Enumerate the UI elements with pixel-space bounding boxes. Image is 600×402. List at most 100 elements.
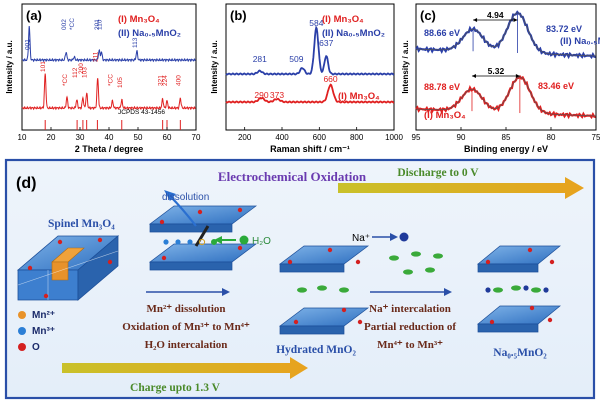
raman-series-label: (I) Mn₃O₄	[338, 91, 380, 102]
xps-peak-label: 83.72 eV	[546, 24, 582, 34]
xrd-peak-label: 112	[72, 67, 79, 78]
scheme-ions	[27, 207, 555, 325]
water-molecule	[317, 285, 327, 291]
xrd-plot-frame	[21, 3, 197, 131]
ion-legend-label: Mn²⁺	[32, 310, 55, 321]
xps-annotations: 88.66 eV 83.72 eV 4.94 88.78 eV 83.46 eV 5.32	[424, 10, 582, 92]
raman-x-axis-label: Raman shift / cm⁻¹	[270, 144, 350, 154]
step1-line2: Oxidation of Mn³⁺ to Mn⁴⁺	[122, 321, 250, 333]
xps-series-label: (II) Na₀.₅MnO₂	[560, 36, 600, 47]
oxygen-atom	[341, 307, 347, 313]
oxygen-atom	[27, 265, 33, 271]
raman-x-tick-label: 400	[275, 133, 289, 142]
xps-split-arrow-head	[471, 74, 476, 78]
water-molecule	[511, 285, 521, 291]
scheme-panel-label: (d)	[16, 175, 36, 192]
water-molecule	[389, 255, 399, 261]
sodium-ion	[523, 285, 529, 291]
xps-splitting-label: 5.32	[488, 66, 505, 76]
dissolution-label: dissolution	[162, 192, 209, 203]
raman-peak-label: 584	[309, 18, 323, 28]
xps-fit-line	[415, 12, 596, 57]
xrd-legend-entry: (II) Na₀.₅MnO₂	[118, 28, 181, 39]
xps-peak-label: 83.46 eV	[538, 81, 574, 91]
xps-x-tick-label: 85	[502, 133, 511, 142]
raman-legend-entry: (I) Mn₃O₄	[322, 14, 364, 25]
water-molecule	[297, 287, 307, 293]
xrd-peak-label: 002	[61, 19, 68, 30]
dissolving-crystal	[148, 205, 258, 271]
step1-line3: H₂O intercalation	[145, 339, 228, 351]
water-molecule	[425, 267, 435, 273]
raman-panel: (b) (I) Mn₃O₄ (II) Na₀.₅MnO₂ 281 509 584 637…	[210, 3, 403, 154]
water-molecule	[403, 269, 413, 275]
xps-panel-label: (c)	[420, 8, 436, 23]
spinel-crystal	[16, 235, 120, 301]
xps-curves	[415, 10, 596, 120]
ion-legend-marker	[18, 311, 26, 319]
xrd-peak-label: 105	[117, 77, 124, 88]
xrd-y-axis-label: Intensity / a.u.	[5, 40, 14, 93]
xps-x-axis-label: Binding energy / eV	[464, 144, 548, 154]
xps-x-tick-label: 80	[547, 133, 556, 142]
raman-peak-label: 290	[254, 90, 268, 100]
xps-split-arrow-head	[515, 74, 520, 78]
oxygen-atom	[161, 255, 167, 261]
oxygen-atom	[529, 305, 535, 311]
step2-arrow-head	[444, 288, 452, 296]
xps-splitting-label: 4.94	[487, 10, 504, 20]
product-crystal	[477, 245, 561, 333]
oxygen-atom	[159, 219, 165, 225]
charge-label: Charge upto 1.3 V	[130, 382, 221, 394]
oxygen-atom	[107, 259, 113, 265]
oxygen-atom	[489, 319, 495, 325]
ion-legend-label: Mn³⁺	[32, 326, 55, 337]
oxygen-atom	[327, 247, 333, 253]
xps-series-labels: (II) Na₀.₅MnO₂ (I) Mn₃O₄	[424, 36, 600, 121]
xrd-peak-label: 201	[94, 19, 101, 30]
sodium-ion	[543, 287, 549, 293]
scheme-title: Electrochemical Oxidation	[218, 169, 367, 184]
xrd-x-tick-label: 40	[105, 133, 114, 142]
oxygen-atom	[197, 209, 203, 215]
mn3-ion	[163, 239, 169, 245]
raman-x-tick-label: 800	[350, 133, 364, 142]
xrd-peak-label: 224	[162, 75, 169, 86]
ion-legend-marker	[18, 343, 26, 351]
oxygen-atom	[547, 317, 553, 323]
xrd-peak-label: 211	[93, 51, 100, 62]
xrd-x-tick-label: 20	[47, 133, 56, 142]
step2-line2: Partial reduction of	[364, 321, 456, 333]
raman-x-tick-label: 600	[313, 133, 327, 142]
water-molecule	[211, 239, 217, 245]
raman-peak-label: 660	[323, 74, 337, 84]
xps-fit-line	[415, 76, 596, 117]
step2-description: Na⁺ intercalation Partial reduction of M…	[364, 303, 456, 351]
xrd-legend-entry: (I) Mn₃O₄	[118, 14, 160, 25]
xrd-peak-label: 001	[24, 39, 31, 50]
raman-x-tick-label: 1000	[385, 133, 403, 142]
raman-peak-labels: 281 509 584 637 290 373 660	[253, 18, 338, 100]
oxygen-atom	[57, 239, 63, 245]
raman-panel-label: (b)	[230, 8, 247, 23]
xrd-x-tick-label: 30	[76, 133, 85, 142]
xps-series-label: (I) Mn₃O₄	[424, 110, 466, 121]
raman-curves	[225, 25, 395, 104]
water-molecule	[433, 253, 443, 259]
oxygen-atom	[287, 259, 293, 265]
raman-peak-label: 637	[319, 38, 333, 48]
xrd-reference-bars	[44, 120, 181, 130]
xps-split-arrow-head	[473, 18, 478, 22]
mn3-ion	[175, 239, 181, 245]
oxygen-atom	[357, 319, 363, 325]
oxygen-atom	[237, 245, 243, 251]
xps-x-tick-label: 90	[457, 133, 466, 142]
step1-description: Mn²⁺ dissolution Oxidation of Mn³⁺ to Mn…	[122, 303, 250, 351]
oxygen-atom	[293, 319, 299, 325]
xps-y-axis-label: Intensity / a.u.	[401, 40, 410, 93]
xrd-curves	[21, 26, 196, 111]
xrd-peak-label: 200	[78, 63, 85, 74]
